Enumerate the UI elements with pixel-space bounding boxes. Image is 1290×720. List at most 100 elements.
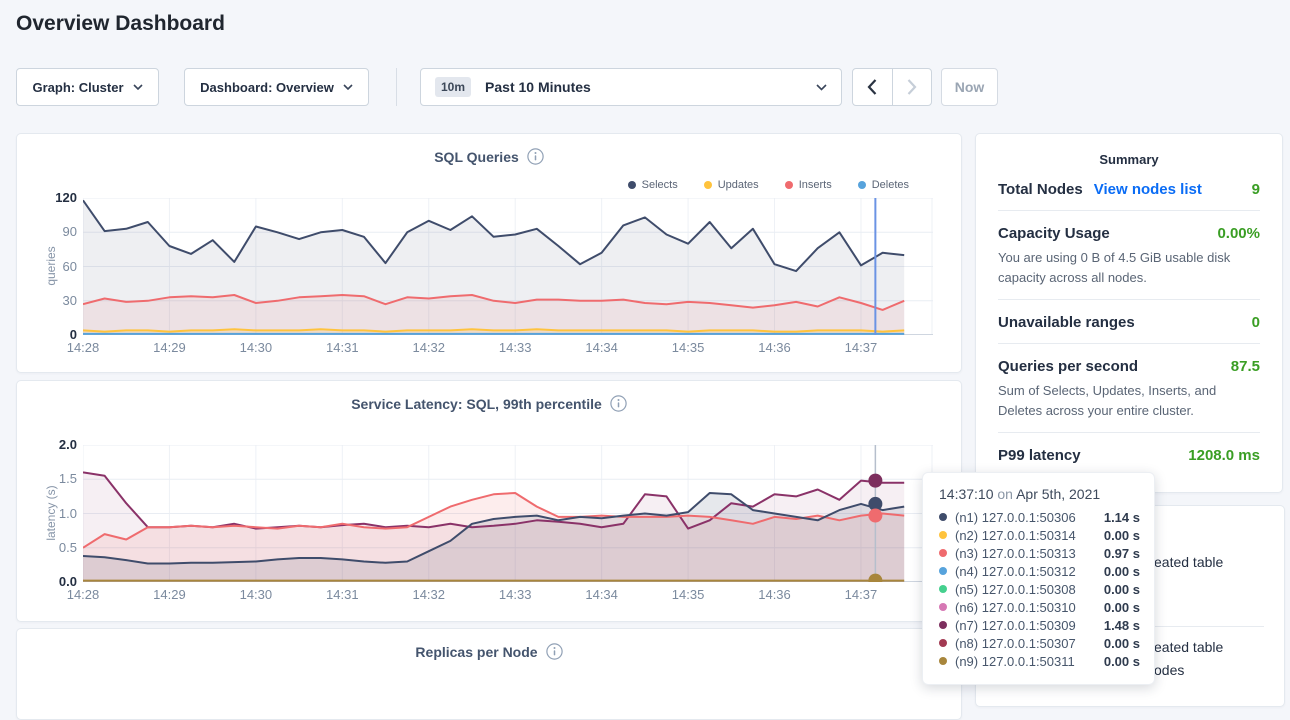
event-item-fragment[interactable]: eated table [1154,639,1223,655]
chart-title: Replicas per Node [415,644,537,660]
summary-label: Unavailable ranges [998,314,1135,331]
x-tick: 14:28 [59,340,107,355]
legend-item-selects[interactable]: Selects [628,179,678,191]
x-tick: 14:32 [405,340,453,355]
info-icon[interactable] [610,395,627,412]
node-dot-icon [939,639,947,647]
tooltip-node-row: (n1) 127.0.0.1:50306 1.14 s [939,508,1154,526]
summary-header: Summary [998,134,1260,167]
view-nodes-link[interactable]: View nodes list [1094,181,1202,198]
legend-item-updates[interactable]: Updates [704,179,759,191]
legend-dot-icon [785,181,793,189]
tooltip-node-row: (n7) 127.0.0.1:50309 1.48 s [939,616,1154,634]
tooltip-node-row: (n6) 127.0.0.1:503100.00 s [939,598,1154,616]
latency-chart[interactable] [83,445,933,582]
time-range-badge: 10m [435,77,471,97]
summary-row: Queries per second 87.5 Sum of Selects, Up… [998,344,1260,433]
summary-label: Total Nodes [998,181,1083,198]
dashboard-selector-label: Dashboard: Overview [200,80,334,95]
node-dot-icon [939,603,947,611]
x-tick: 14:35 [664,340,712,355]
info-icon[interactable] [546,643,563,660]
summary-value: 1208.0 ms [1188,447,1260,464]
chart-title: SQL Queries [434,149,519,165]
chart-legend: Selects Updates Inserts Deletes [628,179,909,191]
legend-dot-icon [858,181,866,189]
x-tick: 14:28 [59,587,107,602]
summary-value: 0 [1252,314,1260,331]
legend-item-deletes[interactable]: Deletes [858,179,909,191]
tooltip-node-value: 1.14 s [1104,510,1140,525]
time-range-label: Past 10 Minutes [485,79,591,95]
chevron-down-icon [816,84,827,91]
toolbar-divider [396,68,397,106]
graph-selector-dropdown[interactable]: Graph: Cluster [16,68,159,106]
summary-description: You are using 0 B of 4.5 GiB usable disk… [998,248,1260,287]
x-tick: 14:34 [578,340,626,355]
sql-queries-chart[interactable] [83,198,933,335]
time-range-dropdown[interactable]: 10m Past 10 Minutes [420,68,842,106]
tooltip-node-value: 0.00 s [1104,564,1140,579]
legend-label: Inserts [799,179,832,191]
summary-value: 0.00% [1217,225,1260,242]
tooltip-node-value: 1.48 s [1104,618,1140,633]
tooltip-node-value: 0.00 s [1104,528,1140,543]
graph-selector-label: Graph: Cluster [32,80,123,95]
y-tick: 90 [31,224,77,239]
summary-value: 9 [1252,181,1260,198]
summary-description: Sum of Selects, Updates, Inserts, and De… [998,381,1260,420]
tooltip-node-row: (n3) 127.0.0.1:50313 0.97 s [939,544,1154,562]
node-dot-icon [939,657,947,665]
time-nav-group [852,68,932,106]
event-item-fragment[interactable]: eated table [1154,554,1223,570]
tooltip-node-label: (n7) 127.0.0.1:50309 [955,618,1076,633]
tooltip-node-label: (n8) 127.0.0.1:50307 [955,636,1076,651]
x-tick: 14:33 [491,587,539,602]
x-tick: 14:36 [751,587,799,602]
chart-hover-tooltip: 14:37:10 on Apr 5th, 2021 (n1) 127.0.0.1… [922,472,1155,685]
tooltip-timestamp: 14:37:10 on Apr 5th, 2021 [939,486,1154,502]
legend-dot-icon [704,181,712,189]
x-tick: 14:35 [664,587,712,602]
x-tick: 14:37 [837,587,885,602]
summary-row: Unavailable ranges 0 [998,300,1260,344]
tooltip-node-value: 0.97 s [1104,546,1140,561]
legend-label: Deletes [872,179,909,191]
summary-label: Queries per second [998,358,1138,375]
summary-row: Capacity Usage0.00%You are using 0 B of … [998,211,1260,300]
summary-row: P99 latency1208.0 ms [998,433,1260,476]
dashboard-selector-dropdown[interactable]: Dashboard: Overview [184,68,369,106]
x-tick: 14:31 [318,340,366,355]
summary-value: 87.5 [1231,358,1260,375]
tooltip-node-value: 0.00 s [1104,600,1140,615]
now-button[interactable]: Now [941,68,998,106]
time-prev-button[interactable] [853,69,892,105]
y-tick: 2.0 [31,437,77,452]
y-tick: 120 [31,190,77,205]
x-tick: 14:30 [232,340,280,355]
tooltip-node-label: (n1) 127.0.0.1:50306 [955,510,1076,525]
x-tick: 14:29 [145,587,193,602]
x-tick: 14:29 [145,340,193,355]
summary-row: Total Nodes View nodes list 9 [998,167,1260,211]
time-next-button[interactable] [892,69,932,105]
y-tick: 60 [31,259,77,274]
x-tick: 14:31 [318,587,366,602]
replicas-per-node-panel: Replicas per Node [16,628,962,720]
legend-item-inserts[interactable]: Inserts [785,179,832,191]
y-tick: 1.0 [31,506,77,521]
legend-label: Updates [718,179,759,191]
x-tick: 14:32 [405,587,453,602]
tooltip-node-label: (n2) 127.0.0.1:50314 [955,528,1076,543]
x-tick: 14:37 [837,340,885,355]
tooltip-node-row: (n5) 127.0.0.1:503080.00 s [939,580,1154,598]
tooltip-node-label: (n3) 127.0.0.1:50313 [955,546,1076,561]
tooltip-node-label: (n4) 127.0.0.1:50312 [955,564,1076,579]
x-tick: 14:36 [751,340,799,355]
node-dot-icon [939,567,947,575]
info-icon[interactable] [527,148,544,165]
service-latency-panel: Service Latency: SQL, 99th percentile la… [16,380,962,622]
chevron-right-icon [907,79,917,95]
legend-label: Selects [642,179,678,191]
event-item-fragment[interactable]: odes [1154,662,1184,678]
